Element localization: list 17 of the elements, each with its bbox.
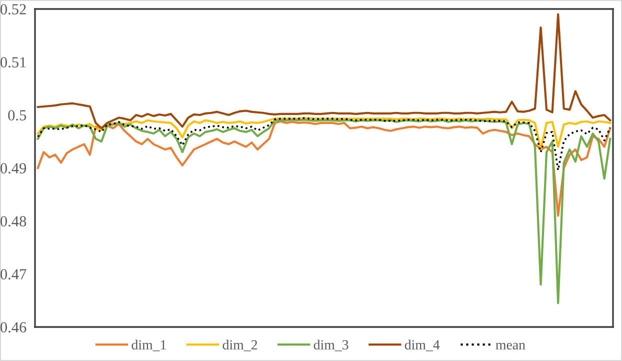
y-tick-label: 0.48 bbox=[0, 216, 26, 227]
line-series bbox=[36, 13, 612, 130]
legend-label: dim_4 bbox=[404, 340, 440, 352]
line-series bbox=[36, 118, 612, 304]
line-series bbox=[36, 117, 612, 150]
y-tick-label: 0.47 bbox=[0, 269, 26, 280]
y-tick-label: 0.49 bbox=[0, 163, 26, 174]
y-tick-label: 0.52 bbox=[0, 4, 26, 15]
legend-label: dim_1 bbox=[132, 340, 166, 352]
y-tick-label: 0.51 bbox=[0, 57, 26, 68]
line-series bbox=[36, 117, 612, 172]
legend-label: dim_3 bbox=[314, 340, 348, 352]
legend-label: dim_2 bbox=[222, 340, 257, 352]
legend-label: mean bbox=[496, 342, 526, 350]
y-tick-label: 0.46 bbox=[0, 322, 26, 333]
line-series bbox=[36, 120, 612, 217]
y-tick-label: 0.5 bbox=[8, 110, 26, 121]
